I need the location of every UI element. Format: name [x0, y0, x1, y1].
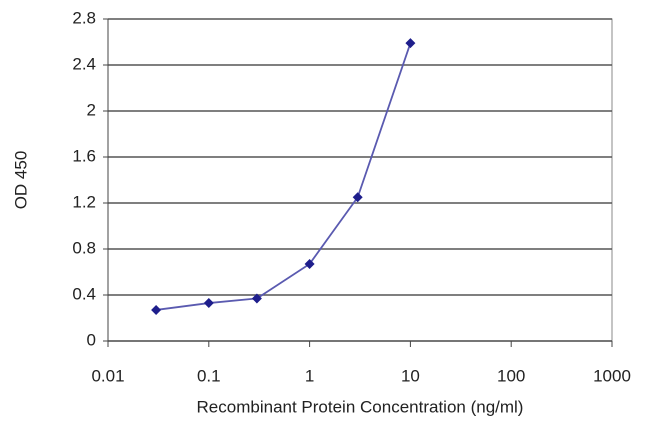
x-axis-label: Recombinant Protein Concentration (ng/ml… — [197, 397, 524, 416]
y-tick-label: 2 — [87, 100, 96, 119]
x-tick-label: 10 — [401, 366, 420, 385]
data-point — [304, 258, 315, 269]
y-tick-label: 1.6 — [72, 146, 96, 165]
y-tick-label: 2.8 — [72, 8, 96, 27]
data-point — [203, 298, 214, 309]
x-tick-label: 1 — [305, 366, 314, 385]
x-tick-label: 0.01 — [91, 366, 124, 385]
y-tick-label: 0.4 — [72, 284, 96, 303]
data-point — [251, 293, 262, 304]
data-point — [151, 304, 162, 315]
plot-area — [107, 18, 613, 342]
x-tick-label: 0.1 — [197, 366, 221, 385]
x-tick-label: 100 — [497, 366, 525, 385]
data-point — [405, 38, 416, 49]
y-tick-label: 0.8 — [72, 238, 96, 257]
y-tick-label: 1.2 — [72, 192, 96, 211]
y-axis-label: OD 450 — [11, 151, 30, 210]
data-point — [352, 192, 363, 203]
y-tick-label: 0 — [87, 330, 96, 349]
x-tick-label: 1000 — [593, 366, 631, 385]
series-line — [155, 42, 412, 311]
y-tick-label: 2.4 — [72, 54, 96, 73]
